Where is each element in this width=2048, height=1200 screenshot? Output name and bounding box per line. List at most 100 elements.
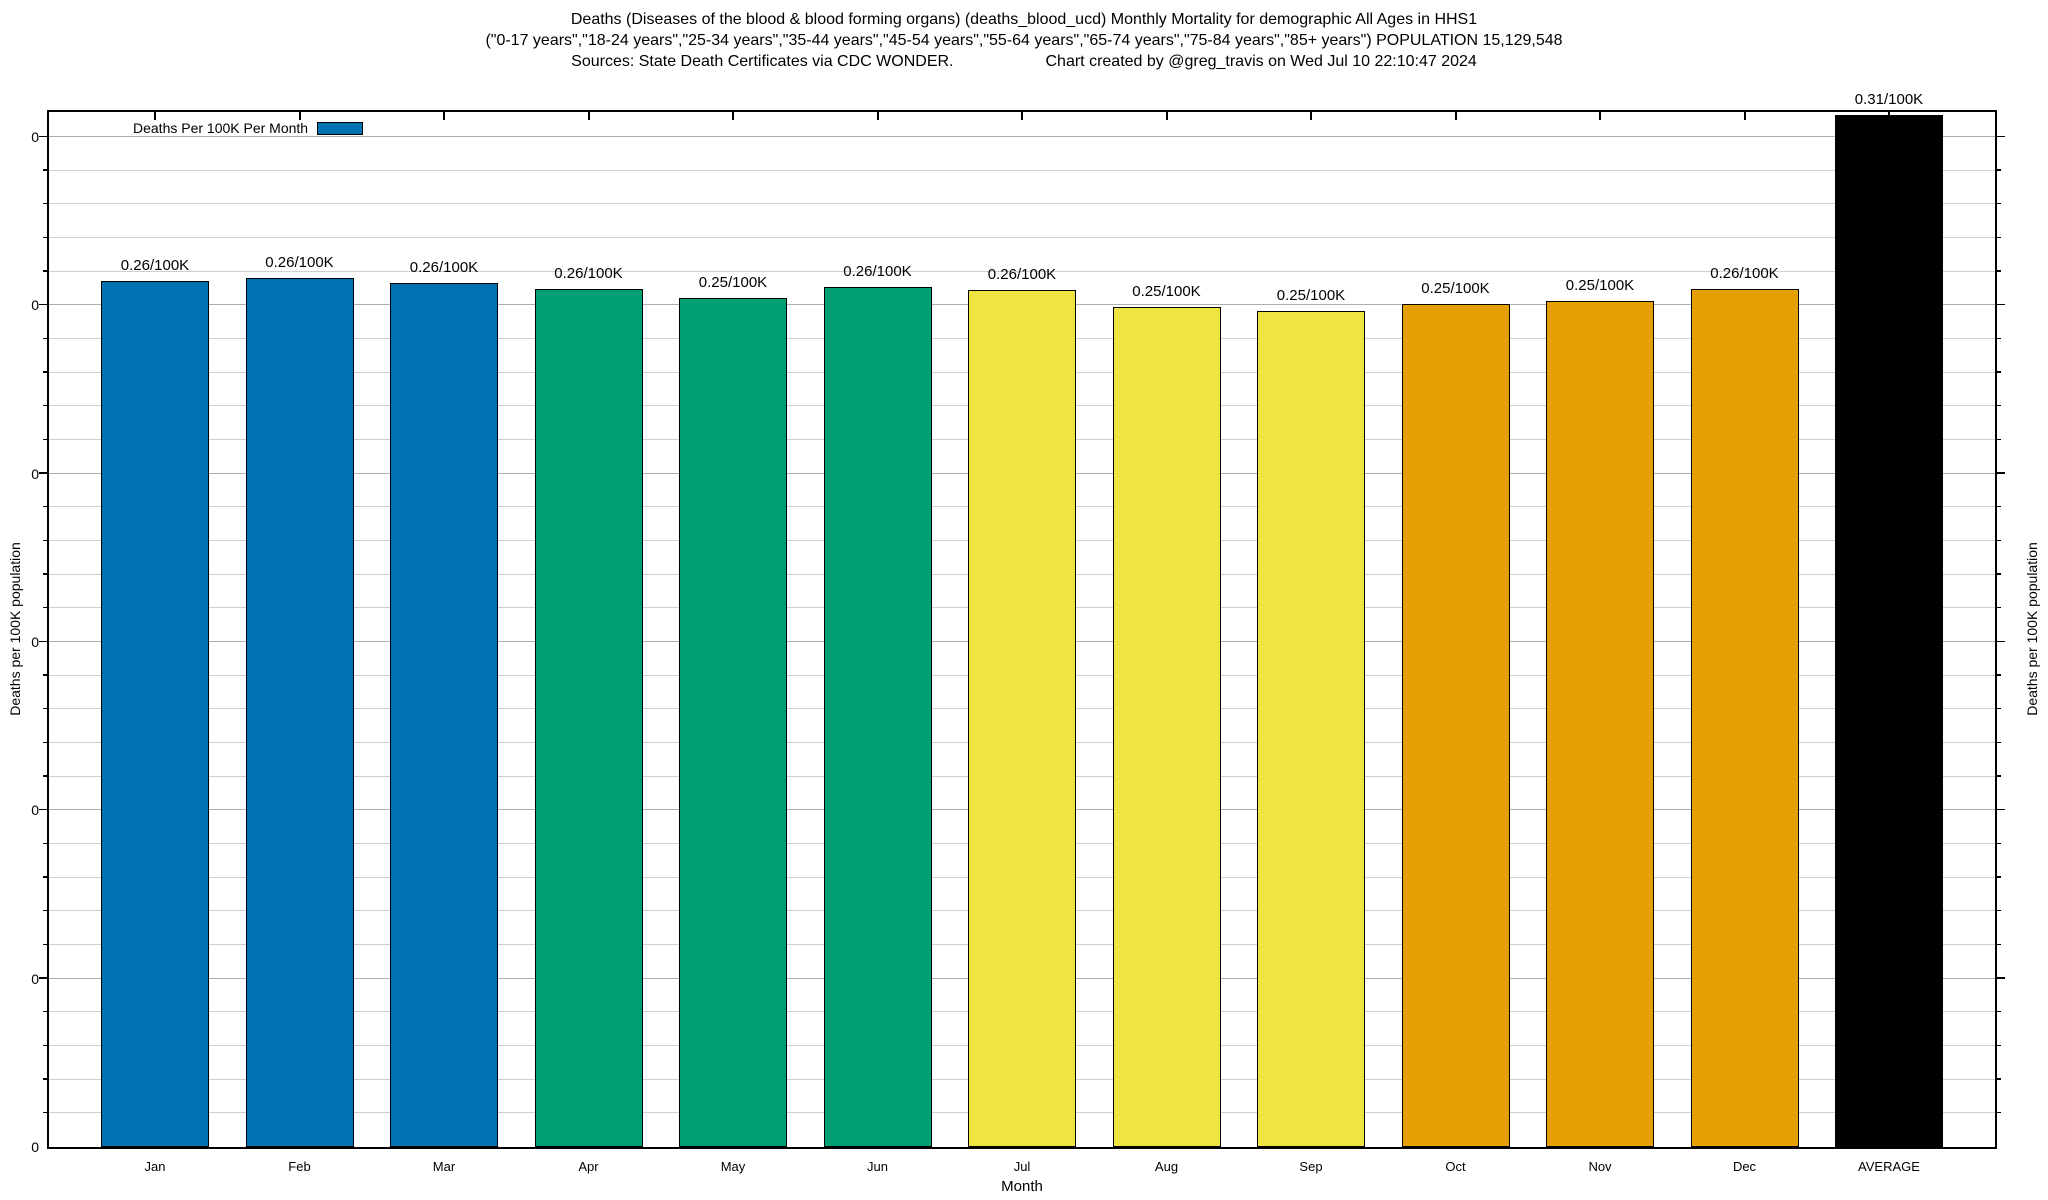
- x-tick-label: Dec: [1732, 1159, 1757, 1174]
- y-axis-tick: [43, 505, 49, 508]
- y-axis-tick: [1995, 876, 2001, 878]
- y-axis-tick: [1995, 1010, 2001, 1013]
- y-tick-label: 0: [31, 970, 39, 987]
- y-axis-tick: [43, 270, 49, 272]
- x-tick-label: Jul: [1013, 1159, 1031, 1174]
- y-axis-tick: [43, 1010, 49, 1013]
- x-axis-top-tick: [1165, 112, 1168, 120]
- bar-value-label: 0.25/100K: [1421, 280, 1490, 298]
- y-axis-tick: [1995, 1111, 2001, 1114]
- legend-label: Deaths Per 100K Per Month: [133, 120, 309, 136]
- x-axis-top-tick: [1021, 112, 1023, 120]
- bar-value-label: 0.26/100K: [409, 258, 479, 276]
- bar-value-label: 0.26/100K: [265, 254, 334, 272]
- bar-jan: [101, 280, 209, 1147]
- bar-oct: [1401, 304, 1510, 1147]
- y-axis-tick: [43, 1078, 49, 1080]
- x-tick-label: Jan: [144, 1159, 166, 1174]
- y-axis-tick: [43, 707, 49, 710]
- bar-feb: [245, 278, 354, 1147]
- legend: Deaths Per 100K Per Month: [133, 120, 364, 136]
- y-axis-tick: [1995, 404, 2001, 407]
- page-title-line1: Deaths (Diseases of the blood & blood fo…: [570, 11, 1478, 28]
- x-tick-label: AVERAGE: [1858, 1159, 1920, 1174]
- y-axis-tick: [1995, 1078, 2001, 1080]
- y-axis-tick: [43, 539, 49, 541]
- y-axis-tick: [43, 438, 49, 440]
- y-axis-tick: [1995, 674, 2001, 676]
- y-tick-label: 0: [31, 802, 39, 819]
- x-axis-top-tick: [1743, 112, 1746, 120]
- y-axis-tick: [43, 236, 49, 238]
- y-axis-tick: [1995, 270, 2001, 272]
- y-axis-tick: [39, 808, 49, 811]
- bar-apr: [534, 288, 643, 1147]
- y-axis-tick: [43, 573, 49, 575]
- x-axis-top-tick: [298, 112, 301, 120]
- bar-value-label: 0.26/100K: [1710, 264, 1779, 282]
- x-axis-top-tick: [587, 112, 590, 120]
- y-axis-tick: [1995, 135, 2005, 137]
- y-axis-tick: [1995, 977, 2005, 979]
- bar-average: [1835, 115, 1943, 1147]
- bar-value-label: 0.26/100K: [843, 263, 912, 281]
- y-axis-tick: [1995, 775, 2001, 777]
- y-axis-tick: [43, 741, 49, 743]
- x-tick-label: Apr: [578, 1159, 599, 1174]
- y-tick-label: 0: [31, 465, 39, 482]
- bar-value-label: 0.25/100K: [698, 273, 768, 291]
- y-axis-tick: [1995, 169, 2001, 171]
- bar-jul: [968, 289, 1076, 1147]
- x-axis-top-tick: [876, 112, 879, 120]
- y-axis-tick: [1995, 539, 2001, 541]
- y-axis-tick: [1995, 943, 2001, 945]
- y-axis-tick: [39, 640, 49, 642]
- major-gridline: [49, 136, 1995, 137]
- x-tick-label: Oct: [1445, 1159, 1466, 1174]
- x-axis-top-tick: [443, 112, 445, 120]
- y-axis-tick: [39, 977, 49, 979]
- y-axis-tick: [1995, 303, 2005, 306]
- x-axis-top-tick: [1454, 112, 1457, 120]
- bar-sep: [1257, 310, 1365, 1147]
- bar-jun: [823, 287, 932, 1147]
- bar-value-label: 0.25/100K: [1132, 282, 1201, 300]
- y-axis-tick: [1995, 371, 2001, 373]
- y-axis-tick: [1995, 337, 2001, 339]
- x-axis-top-tick: [1310, 112, 1312, 120]
- x-tick-label: Aug: [1154, 1159, 1179, 1174]
- x-tick-label: Nov: [1588, 1159, 1612, 1174]
- y-axis-tick: [43, 337, 49, 339]
- y-axis-tick: [1995, 472, 2005, 474]
- x-axis-top-tick: [154, 112, 156, 120]
- y-axis-tick: [43, 202, 49, 205]
- x-tick-label: Sep: [1299, 1159, 1323, 1174]
- y-axis-tick: [1995, 707, 2001, 710]
- bar-value-label: 0.25/100K: [1276, 286, 1346, 304]
- bar-aug: [1112, 306, 1221, 1147]
- bar-dec: [1690, 288, 1799, 1147]
- y-axis-tick: [43, 404, 49, 407]
- x-tick-label: May: [720, 1159, 746, 1174]
- bar-may: [679, 297, 787, 1147]
- y-axis-title-right: Deaths per 100K population: [2024, 542, 2040, 716]
- x-tick-label: Jun: [867, 1159, 888, 1174]
- y-axis-tick: [43, 674, 49, 676]
- bar-mar: [390, 282, 498, 1147]
- y-axis-tick: [43, 169, 49, 171]
- y-axis-tick: [43, 775, 49, 777]
- minor-gridline: [49, 203, 1995, 205]
- y-axis-tick: [1995, 741, 2001, 743]
- bar-value-label: 0.26/100K: [120, 256, 190, 274]
- x-tick-label: Mar: [432, 1159, 456, 1174]
- y-axis-tick: [1995, 606, 2001, 609]
- y-axis-tick: [39, 303, 49, 306]
- bar-value-label: 0.25/100K: [1565, 276, 1635, 294]
- y-axis-tick: [1995, 202, 2001, 205]
- legend-swatch: [317, 121, 364, 135]
- plot-area: Deaths Per 100K Per Month 0 0 0 0 0 0 0 0.26/10…: [31, 91, 2005, 1174]
- y-axis-title-left: Deaths per 100K population: [7, 542, 23, 716]
- y-axis-tick: [43, 909, 49, 912]
- y-axis-tick: [1995, 573, 2001, 575]
- credit-note: Chart created by @greg_travis on Wed Jul…: [1045, 53, 1477, 70]
